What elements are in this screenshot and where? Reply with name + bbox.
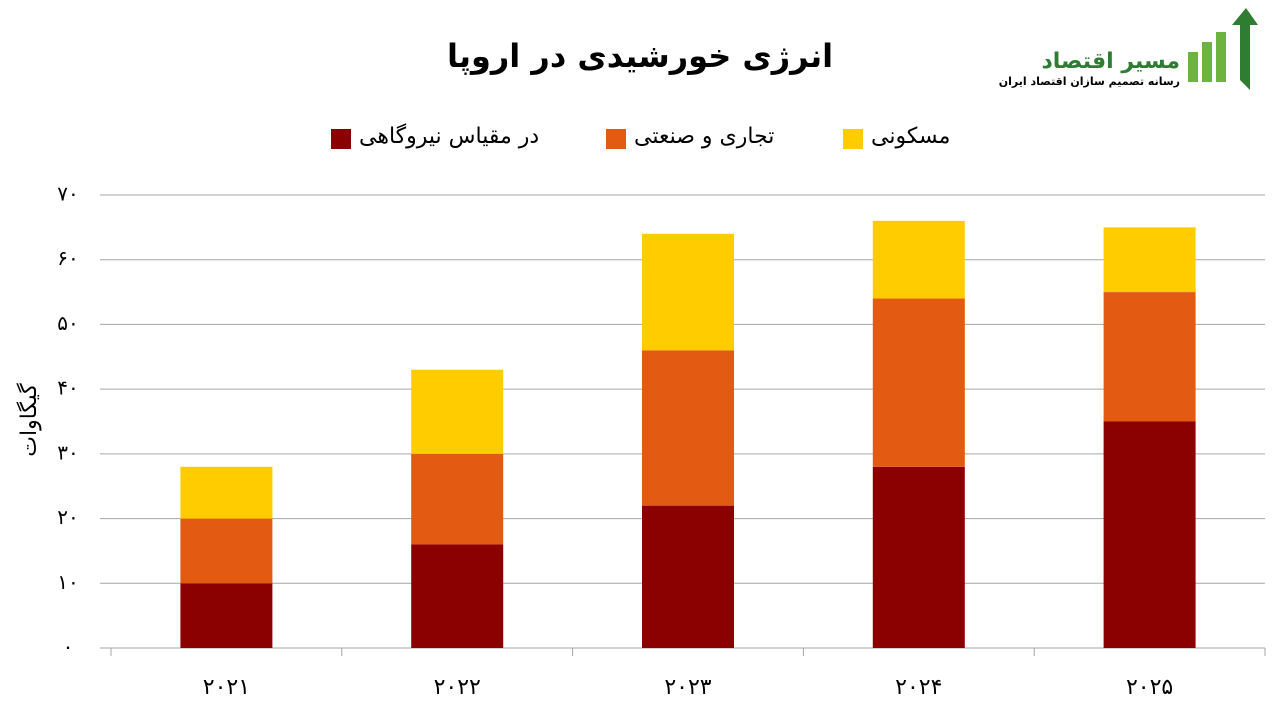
logo-arrow [1232, 8, 1258, 90]
bar-segment [1103, 227, 1196, 293]
y-tick-label: ۵۰ [57, 311, 78, 335]
y-tick-label: ۰ [63, 635, 74, 659]
y-tick-label: ۲۰ [57, 505, 78, 529]
bar-segment [180, 518, 273, 584]
bar-segment [872, 466, 965, 648]
logo-bar [1202, 42, 1212, 82]
x-tick-label: ۲۰۲۱ [203, 675, 250, 700]
logo-name: مسیر اقتصاد [1042, 49, 1181, 74]
legend-swatch [331, 129, 351, 149]
x-tick-label: ۲۰۲۴ [895, 675, 942, 700]
bar-segment [642, 233, 734, 351]
x-tick-label: ۲۰۲۵ [1126, 675, 1173, 700]
legend-swatch [606, 129, 626, 149]
bar-segment [411, 453, 504, 545]
x-tick-label: ۲۰۲۲ [434, 675, 481, 700]
y-tick-label: ۶۰ [57, 246, 78, 270]
y-tick-label: ۷۰ [57, 182, 78, 206]
y-tick-label: ۱۰ [57, 570, 78, 594]
bar-segment [411, 369, 504, 454]
logo-bar [1216, 32, 1226, 82]
bar-segment [1103, 292, 1196, 422]
logo-bar [1188, 52, 1198, 82]
legend-label: تجاری و صنعتی [634, 124, 774, 149]
legend-label: در مقیاس نیروگاهی [359, 123, 539, 149]
logo: مسیر اقتصاد رسانه تصمیم سازان اقتصاد ایر… [999, 8, 1258, 90]
bar-segment [411, 544, 504, 648]
legend-swatch [843, 129, 863, 149]
bar-segment [180, 583, 273, 648]
bar-segment [1103, 421, 1196, 648]
y-axis-label: گیگاوات [16, 383, 42, 457]
logo-tagline: رسانه تصمیم سازان اقتصاد ایران [999, 75, 1180, 88]
bar-segment [180, 466, 273, 519]
y-tick-label: ۳۰ [57, 440, 78, 464]
x-tick-label: ۲۰۲۳ [664, 675, 711, 700]
bar-segment [872, 220, 965, 299]
chart-title: انرژی خورشیدی در اروپا [447, 37, 833, 75]
legend-label: مسکونی [871, 124, 950, 149]
y-tick-label: ۴۰ [57, 376, 78, 400]
bar-segment [642, 505, 734, 648]
bar-segment [872, 298, 965, 467]
bar-segment [642, 350, 734, 506]
